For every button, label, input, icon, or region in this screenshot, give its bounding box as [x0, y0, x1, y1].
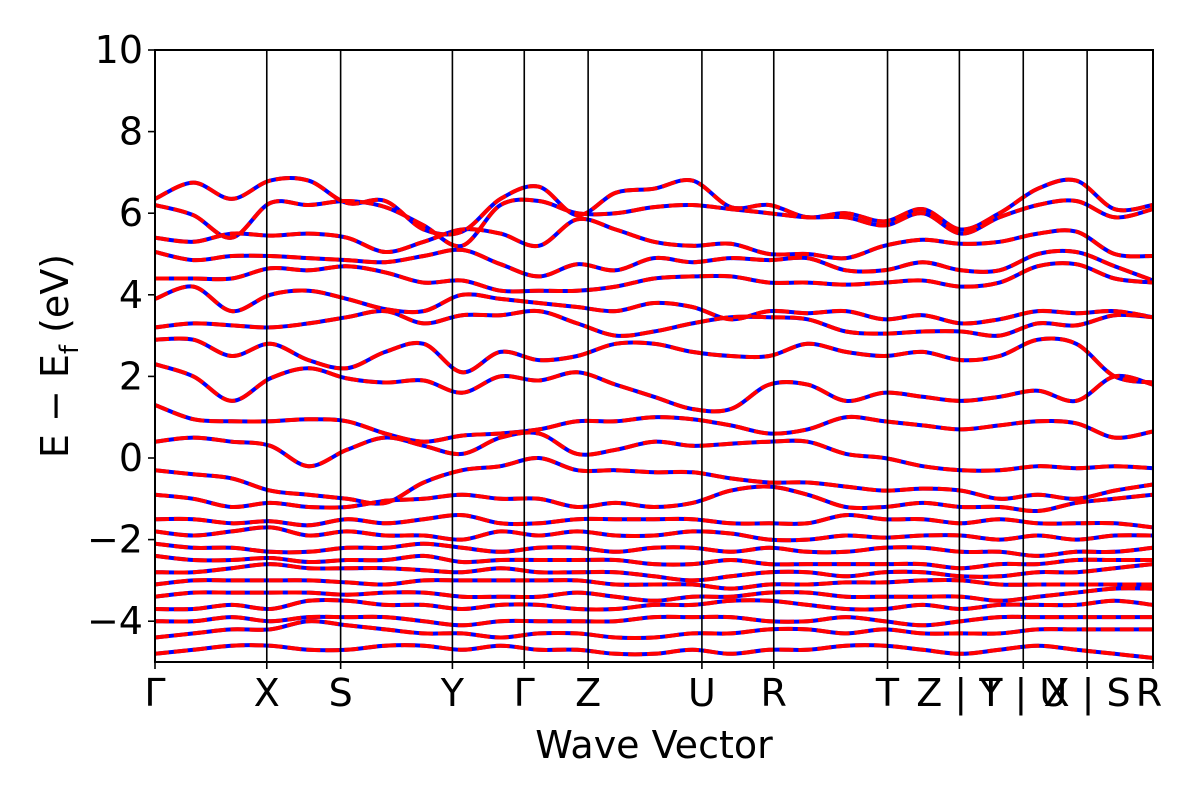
x-tick-label: Γ — [514, 671, 535, 715]
x-tick-label: T — [875, 671, 900, 715]
x-tick-label: S — [329, 671, 353, 715]
y-tick-label: 8 — [119, 110, 143, 154]
band-line-blue — [155, 513, 1153, 530]
y-axis-label: E − Ef (eV) — [33, 254, 85, 458]
band-line-red — [155, 586, 1153, 603]
band-line-blue — [155, 643, 1153, 660]
y-axis-label-unit: (eV) — [33, 254, 77, 345]
band-line-red — [155, 541, 1153, 558]
y-axis-label-subscript: f — [55, 344, 85, 354]
plot-frame — [154, 49, 1154, 663]
band-line-red — [155, 513, 1153, 530]
band-line-red — [155, 578, 1153, 591]
y-tick-label: 0 — [119, 436, 143, 480]
y-tick-label: 2 — [119, 354, 143, 398]
band-line-red — [155, 216, 1153, 261]
y-tick-label: −4 — [87, 599, 143, 643]
x-tick-label: U — [688, 671, 716, 715]
band-line-blue — [155, 247, 1153, 283]
band-line-blue — [155, 308, 1153, 338]
x-tick-label: Γ — [144, 671, 165, 715]
band-line-red — [155, 455, 1153, 506]
x-tick-label: T | U — [978, 671, 1067, 716]
band-line-red — [155, 336, 1153, 385]
x-tick-label: X | S — [1044, 671, 1131, 716]
band-line-red — [155, 308, 1153, 338]
y-tick-label: −2 — [87, 518, 143, 562]
band-line-red — [155, 484, 1153, 514]
x-tick-label: R — [761, 671, 787, 715]
y-axis-label-main: E − E — [33, 354, 77, 458]
band-line-red — [155, 197, 1153, 249]
band-line-blue — [155, 362, 1153, 414]
x-tick-label: R — [1136, 671, 1162, 715]
band-line-red — [155, 403, 1153, 444]
band-line-red — [155, 553, 1153, 571]
band-line-red — [155, 614, 1153, 628]
band-line-red — [155, 176, 1153, 237]
x-tick-label: X — [254, 671, 280, 715]
band-line-red — [155, 261, 1153, 294]
y-axis-ticks: 10 8 6 4 2 0 −2 −4 — [87, 28, 155, 643]
band-line-red — [155, 430, 1153, 473]
band-line-red — [155, 362, 1153, 414]
x-tick-label: Y — [440, 671, 465, 715]
band-line-blue — [155, 619, 1153, 641]
x-tick-label: Z | Y — [916, 671, 1003, 716]
high-symmetry-lines — [265, 50, 1088, 662]
band-lines — [155, 176, 1153, 660]
band-line-red — [155, 619, 1153, 641]
band-line-blue — [155, 216, 1153, 261]
band-line-red — [155, 562, 1153, 583]
x-tick-label: Z — [575, 671, 601, 715]
y-tick-label: 10 — [95, 28, 143, 72]
band-line-red — [155, 598, 1153, 612]
y-tick-label: 4 — [119, 273, 143, 317]
band-line-red — [155, 525, 1153, 543]
x-axis-label: Wave Vector — [535, 723, 773, 767]
band-line-red — [155, 643, 1153, 660]
y-tick-label: 6 — [119, 191, 143, 235]
band-line-red — [155, 247, 1153, 283]
band-line-red — [155, 284, 1153, 326]
